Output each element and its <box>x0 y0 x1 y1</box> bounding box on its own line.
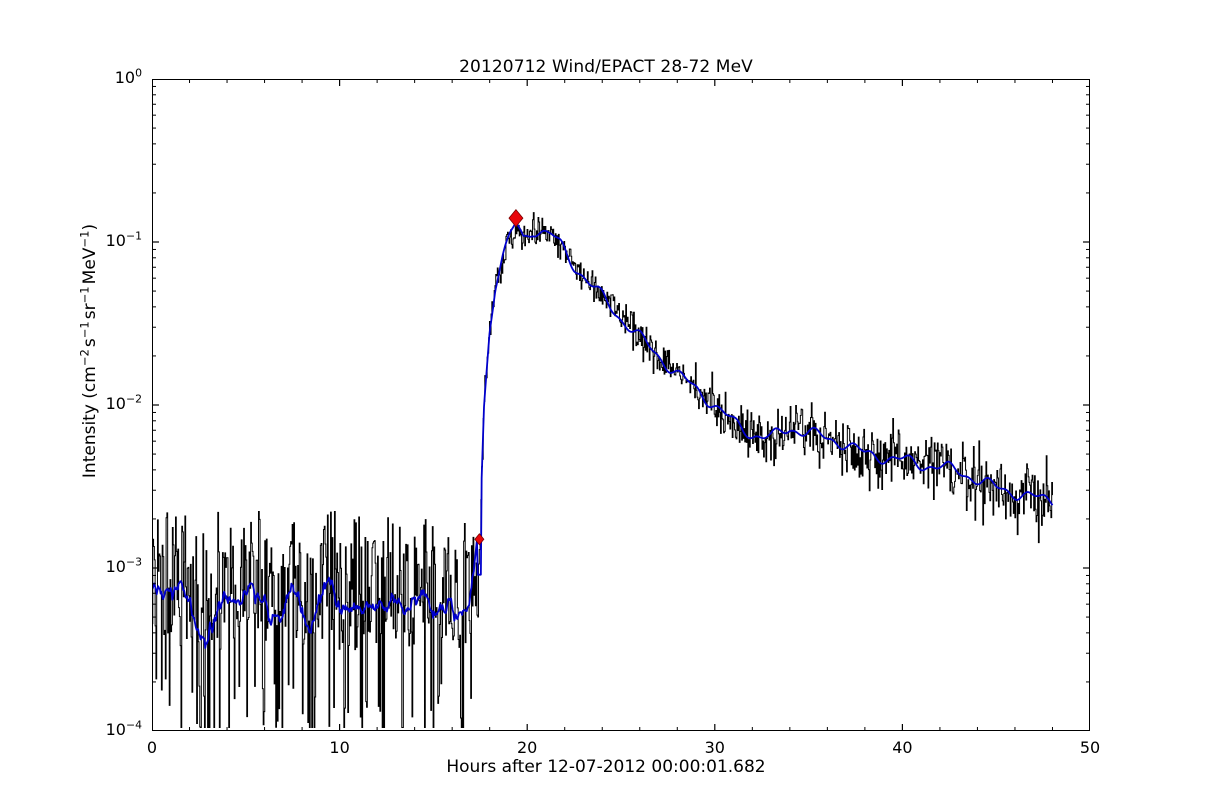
series-raw-intensity <box>152 212 1053 729</box>
y-axis-label-suffix: ) <box>80 223 100 231</box>
y-axis-unit-4: MeV <box>80 247 100 285</box>
y-tick-exponent: 0 <box>135 66 142 80</box>
event-markers <box>474 209 524 546</box>
y-tick-exponent: −1 <box>125 229 142 243</box>
x-tick-label: 20 <box>517 738 538 757</box>
y-tick-label: 100 <box>80 68 142 87</box>
x-tick-label: 10 <box>329 738 350 757</box>
y-tick-exponent: −4 <box>125 718 142 732</box>
x-tick-label: 50 <box>1079 738 1101 757</box>
plot-area <box>152 209 1054 729</box>
y-tick-exponent: −2 <box>125 392 142 406</box>
y-tick-label: 10−1 <box>80 231 142 250</box>
x-tick-label: 30 <box>704 738 725 757</box>
y-axis-unit-2: s <box>80 338 100 348</box>
y-axis-unit-3: sr <box>80 303 100 320</box>
y-axis-exp-1: −2 <box>77 349 92 367</box>
series-smoothed-intensity <box>152 221 1054 649</box>
y-axis-exp-3: −1 <box>77 286 92 304</box>
y-tick-label: 10−4 <box>80 720 142 739</box>
x-axis-label: Hours after 12-07-2012 00:00:01.682 <box>446 757 766 777</box>
y-tick-mantissa: 10 <box>105 720 126 739</box>
x-tick-label: 40 <box>892 738 913 757</box>
onset-marker <box>474 533 485 546</box>
y-axis-exp-2: −1 <box>77 321 92 339</box>
smoothed-data-line <box>152 221 1054 649</box>
axes-frame <box>152 79 1090 731</box>
y-tick-exponent: −3 <box>125 555 142 569</box>
x-tick-label: 0 <box>146 738 158 757</box>
peak-marker <box>508 209 524 228</box>
raw-data-line <box>152 212 1053 729</box>
y-tick-mantissa: 10 <box>105 231 126 250</box>
y-tick-mantissa: 10 <box>105 557 126 576</box>
y-tick-mantissa: 10 <box>105 394 126 413</box>
page-title: 20120712 Wind/EPACT 28-72 MeV <box>459 57 753 77</box>
y-tick-label: 10−3 <box>80 557 142 576</box>
y-axis-label-prefix: Intensity (cm <box>80 366 100 479</box>
y-tick-mantissa: 10 <box>114 68 136 87</box>
y-tick-label: 10−2 <box>80 394 142 413</box>
